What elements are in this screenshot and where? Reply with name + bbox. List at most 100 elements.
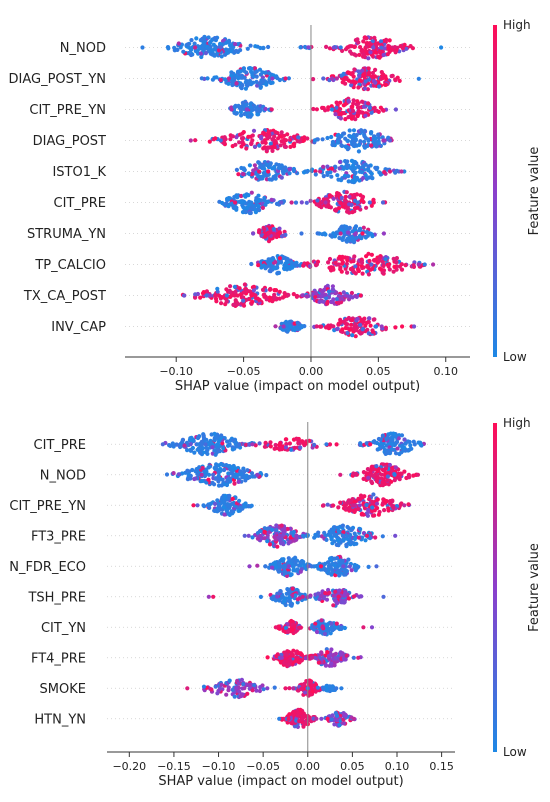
shap-point [403, 263, 408, 268]
shap-point [262, 536, 267, 541]
shap-point [265, 264, 270, 269]
shap-point [342, 173, 347, 178]
shap-point [213, 452, 218, 457]
shap-point [230, 45, 235, 50]
shap-point [382, 508, 387, 513]
shap-point [351, 594, 357, 599]
shap-point [211, 594, 216, 599]
shap-point [254, 200, 259, 205]
shap-point [232, 694, 237, 699]
shap-point [341, 564, 346, 569]
shap-point [188, 476, 193, 481]
shap-point [186, 51, 191, 56]
shap-point [296, 135, 301, 140]
shap-point [226, 204, 231, 209]
shap-point [237, 140, 242, 145]
shap-point [339, 143, 344, 148]
feature-label: CIT_PRE [54, 196, 106, 211]
shap-point [193, 469, 198, 474]
shap-point [205, 76, 210, 81]
shap-point [248, 105, 253, 110]
shap-point [229, 107, 234, 112]
feature-swarm [199, 66, 421, 92]
shap-point [391, 269, 396, 274]
shap-point [236, 681, 241, 686]
shap-point [325, 164, 330, 169]
shap-point [381, 231, 386, 236]
shap-point [229, 73, 234, 78]
shap-point [383, 82, 389, 87]
feature-label: INV_CAP [51, 320, 106, 335]
shap-point [350, 234, 355, 240]
shap-point [376, 512, 381, 517]
shap-point [369, 479, 374, 484]
shap-point [352, 324, 357, 329]
shap-point [277, 598, 282, 603]
shap-point [351, 128, 357, 133]
shap-point [329, 134, 334, 140]
shap-point [178, 441, 183, 446]
shap-point [205, 451, 210, 456]
shap-point [251, 284, 257, 289]
shap-point [250, 688, 255, 693]
shap-point [374, 324, 379, 329]
shap-point [293, 200, 299, 205]
shap-point [214, 75, 219, 80]
shap-point [221, 496, 226, 501]
shap-point [364, 320, 369, 325]
shap-point [252, 204, 257, 209]
shap-point [402, 445, 407, 450]
shap-point [242, 193, 247, 198]
shap-point [362, 74, 367, 79]
shap-point [286, 76, 291, 81]
shap-point [272, 145, 277, 150]
shap-point [336, 321, 341, 326]
shap-point [353, 507, 358, 512]
shap-point [360, 194, 366, 199]
shap-point [315, 685, 320, 690]
shap-point [386, 482, 391, 487]
shap-point [255, 296, 260, 301]
shap-point [381, 52, 386, 58]
shap-point [371, 78, 376, 84]
shap-point [366, 101, 371, 106]
shap-point [317, 597, 322, 602]
shap-point [237, 498, 242, 503]
shap-point [210, 445, 215, 450]
shap-point [364, 254, 369, 259]
shap-point [240, 100, 245, 105]
shap-point [372, 105, 377, 110]
shap-point [253, 443, 258, 448]
shap-point [431, 262, 436, 267]
shap-point [394, 256, 399, 261]
shap-point [387, 38, 392, 43]
shap-point [324, 623, 329, 628]
shap-point [383, 451, 388, 456]
shap-point [234, 135, 239, 140]
shap-point [258, 107, 263, 112]
shap-point [282, 294, 287, 299]
shap-point [241, 682, 246, 687]
shap-point [272, 446, 277, 451]
shap-point [241, 298, 246, 303]
shap-point [331, 267, 336, 272]
shap-point [385, 52, 390, 57]
shap-point [370, 329, 376, 334]
shap-point [286, 564, 291, 569]
shap-point [397, 451, 402, 457]
shap-point [392, 264, 397, 269]
shap-point [140, 45, 145, 50]
shap-point [369, 130, 374, 135]
shap-point [283, 76, 288, 81]
x-axis-label: SHAP value (impact on model output) [175, 379, 420, 394]
shap-point [291, 168, 297, 174]
shap-point [352, 44, 357, 49]
shap-point [226, 688, 231, 693]
shap-point [316, 660, 321, 665]
shap-point [216, 439, 221, 444]
shap-point [330, 139, 335, 145]
shap-point [392, 45, 397, 50]
shap-point [331, 45, 336, 50]
shap-point [325, 301, 330, 306]
shap-point [247, 210, 252, 216]
